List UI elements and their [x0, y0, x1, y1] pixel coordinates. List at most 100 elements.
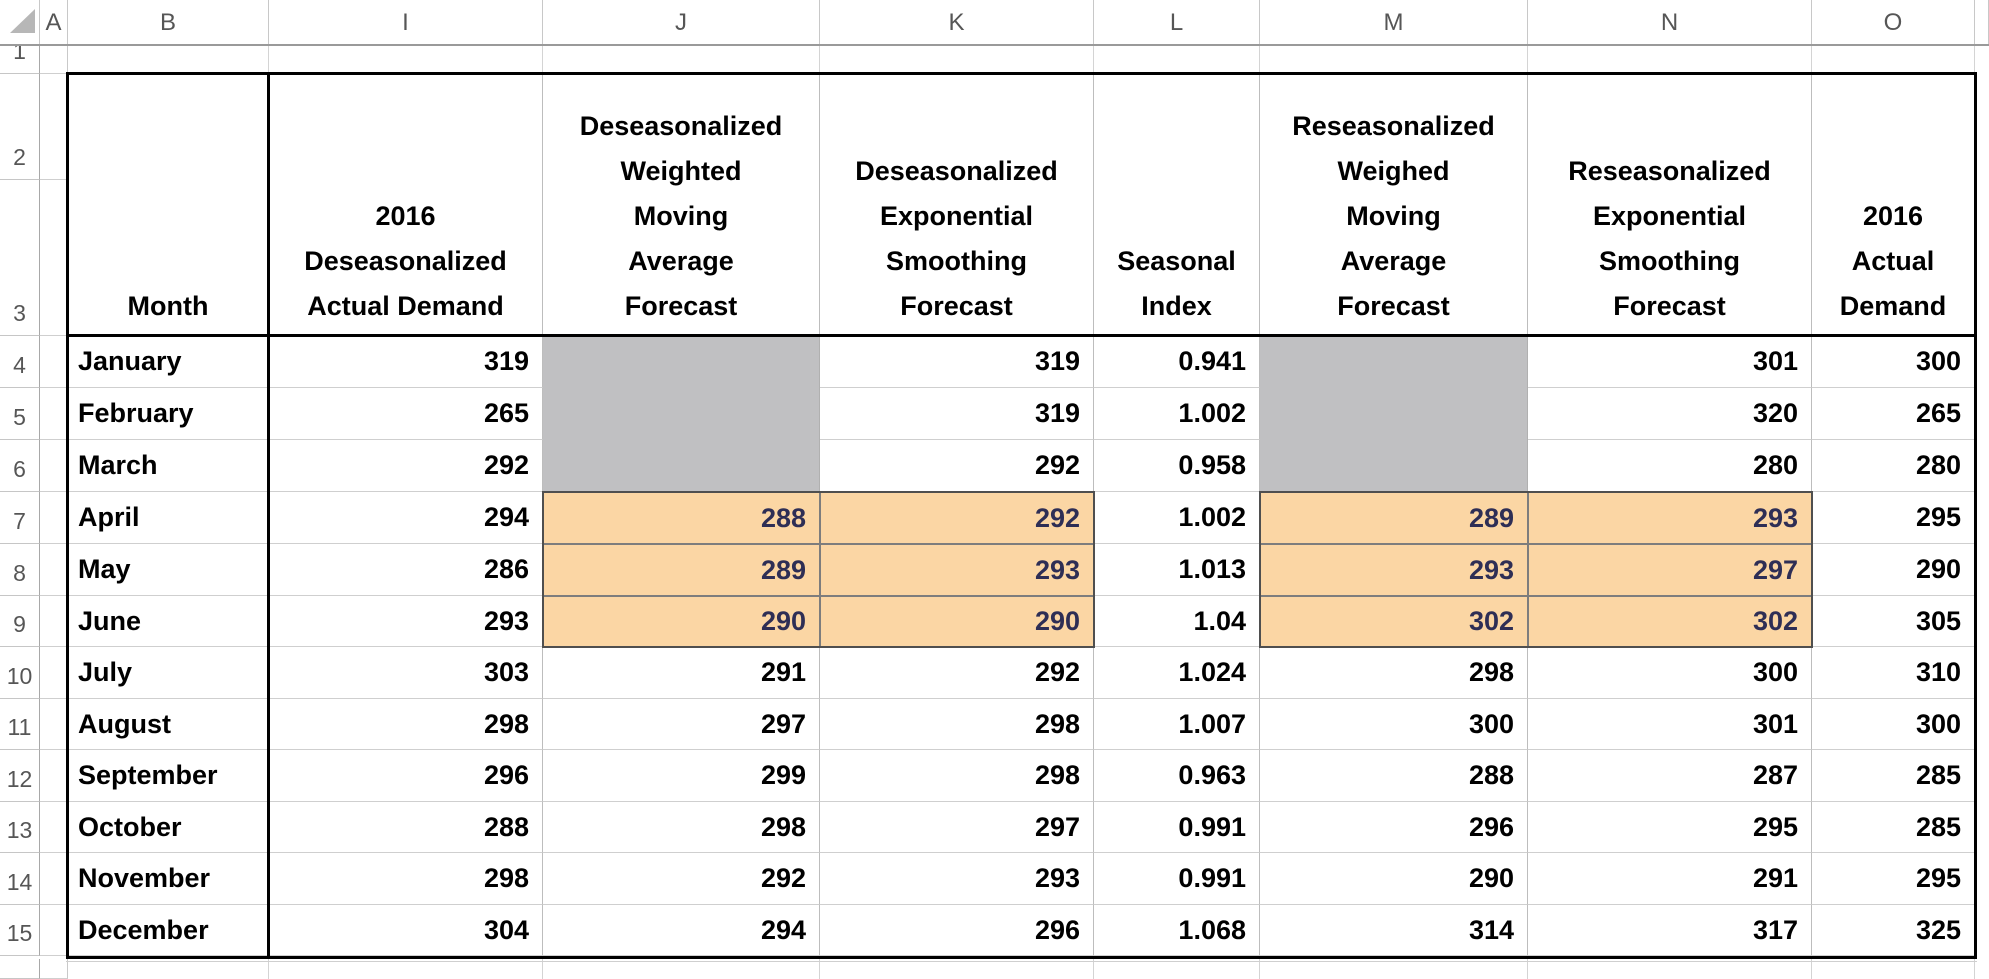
cell-p11[interactable] [1975, 699, 1989, 750]
cell-j14[interactable]: 292 [543, 853, 820, 905]
cell-a5[interactable] [40, 388, 68, 440]
row-header-13[interactable]: 13 [0, 802, 40, 853]
column-header-m[interactable]: M [1260, 0, 1528, 46]
cell-k13[interactable]: 297 [820, 802, 1094, 853]
row-header-6[interactable]: 6 [0, 440, 40, 492]
cell-p13[interactable] [1975, 802, 1989, 853]
row-header-4[interactable]: 4 [0, 336, 40, 388]
cell-a4[interactable] [40, 336, 68, 388]
cell-p12[interactable] [1975, 750, 1989, 802]
cell-l15[interactable]: 1.068 [1094, 905, 1260, 956]
header-seasonal-index[interactable]: Seasonal Index [1094, 74, 1260, 336]
cell-m15[interactable]: 314 [1260, 905, 1528, 956]
cell-p15[interactable] [1975, 905, 1989, 956]
row-header-14[interactable]: 14 [0, 853, 40, 905]
cell-l14[interactable]: 0.991 [1094, 853, 1260, 905]
cell-k5[interactable]: 319 [820, 388, 1094, 440]
cell-m10[interactable]: 298 [1260, 647, 1528, 699]
cell-a7[interactable] [40, 492, 68, 544]
header-2016-deseasonalized-actual-demand[interactable]: 2016 Deseasonalized Actual Demand [269, 74, 543, 336]
cell-b1[interactable] [68, 46, 269, 74]
cell-o5[interactable]: 265 [1812, 388, 1975, 440]
cell-p4[interactable] [1975, 336, 1989, 388]
row-header-10[interactable]: 10 [0, 647, 40, 699]
header-deseasonalized-exponential-smoothing-forecast[interactable]: Deseasonalized Exponential Smoothing For… [820, 74, 1094, 336]
cell-i16[interactable] [269, 959, 543, 979]
cell-o15[interactable]: 325 [1812, 905, 1975, 956]
cell-p14[interactable] [1975, 853, 1989, 905]
header-deseasonalized-weighted-moving-average-forecast[interactable]: Deseasonalized Weighted Moving Average F… [543, 74, 820, 336]
cell-j15[interactable]: 294 [543, 905, 820, 956]
cell-j12[interactable]: 299 [543, 750, 820, 802]
cell-i4[interactable]: 319 [269, 336, 543, 388]
cell-o8[interactable]: 290 [1812, 544, 1975, 596]
cell-n1[interactable] [1528, 46, 1812, 74]
header-reseasonalized-weighed-moving-average-forecast[interactable]: Reseasonalized Weighed Moving Average Fo… [1260, 74, 1528, 336]
column-header-b[interactable]: B [68, 0, 269, 46]
cell-j1[interactable] [543, 46, 820, 74]
cell-l5[interactable]: 1.002 [1094, 388, 1260, 440]
cell-k7[interactable]: 292 [820, 492, 1094, 544]
cell-a3[interactable] [40, 180, 68, 336]
cell-a13[interactable] [40, 802, 68, 853]
cell-i7[interactable]: 294 [269, 492, 543, 544]
cell-j16[interactable] [543, 959, 820, 979]
cell-a16[interactable] [40, 959, 68, 979]
cell-m7[interactable]: 289 [1260, 492, 1528, 544]
cell-i11[interactable]: 298 [269, 699, 543, 750]
cell-b4[interactable]: January [68, 336, 269, 388]
row-header-8[interactable]: 8 [0, 544, 40, 596]
column-header-j[interactable]: J [543, 0, 820, 46]
cell-l10[interactable]: 1.024 [1094, 647, 1260, 699]
cell-i10[interactable]: 303 [269, 647, 543, 699]
cell-k16[interactable] [820, 959, 1094, 979]
cell-k14[interactable]: 293 [820, 853, 1094, 905]
cell-a1[interactable] [40, 46, 68, 74]
cell-j10[interactable]: 291 [543, 647, 820, 699]
cell-o7[interactable]: 295 [1812, 492, 1975, 544]
cell-j11[interactable]: 297 [543, 699, 820, 750]
cell-j7[interactable]: 288 [543, 492, 820, 544]
cell-l11[interactable]: 1.007 [1094, 699, 1260, 750]
column-header-partial[interactable] [1975, 0, 1989, 46]
cell-p8[interactable] [1975, 544, 1989, 596]
cell-i9[interactable]: 293 [269, 596, 543, 647]
cell-n13[interactable]: 295 [1528, 802, 1812, 853]
cell-o1[interactable] [1812, 46, 1975, 74]
cell-m9[interactable]: 302 [1260, 596, 1528, 647]
cell-b14[interactable]: November [68, 853, 269, 905]
cell-j9[interactable]: 290 [543, 596, 820, 647]
row-header-12[interactable]: 12 [0, 750, 40, 802]
row-header-2[interactable]: 2 [0, 74, 40, 180]
row-header-9[interactable]: 9 [0, 596, 40, 647]
header-2016-actual-demand[interactable]: 2016 Actual Demand [1812, 74, 1975, 336]
cell-l16[interactable] [1094, 959, 1260, 979]
cell-n4[interactable]: 301 [1528, 336, 1812, 388]
column-header-k[interactable]: K [820, 0, 1094, 46]
cell-a2[interactable] [40, 74, 68, 180]
cell-n5[interactable]: 320 [1528, 388, 1812, 440]
cell-l13[interactable]: 0.991 [1094, 802, 1260, 853]
header-reseasonalized-exponential-smoothing-forecast[interactable]: Reseasonalized Exponential Smoothing For… [1528, 74, 1812, 336]
cell-l9[interactable]: 1.04 [1094, 596, 1260, 647]
cell-b16[interactable] [68, 959, 269, 979]
cell-o14[interactable]: 295 [1812, 853, 1975, 905]
cell-m8[interactable]: 293 [1260, 544, 1528, 596]
column-header-o[interactable]: O [1812, 0, 1975, 46]
cell-k10[interactable]: 292 [820, 647, 1094, 699]
cell-n10[interactable]: 300 [1528, 647, 1812, 699]
cell-k8[interactable]: 293 [820, 544, 1094, 596]
row-header-partial[interactable] [0, 959, 40, 979]
row-header-7[interactable]: 7 [0, 492, 40, 544]
cell-i13[interactable]: 288 [269, 802, 543, 853]
cell-m1[interactable] [1260, 46, 1528, 74]
cell-a11[interactable] [40, 699, 68, 750]
row-header-15[interactable]: 15 [0, 905, 40, 956]
cell-a12[interactable] [40, 750, 68, 802]
cell-b10[interactable]: July [68, 647, 269, 699]
cell-k4[interactable]: 319 [820, 336, 1094, 388]
cell-j8[interactable]: 289 [543, 544, 820, 596]
cell-i14[interactable]: 298 [269, 853, 543, 905]
cell-k11[interactable]: 298 [820, 699, 1094, 750]
column-header-i[interactable]: I [269, 0, 543, 46]
